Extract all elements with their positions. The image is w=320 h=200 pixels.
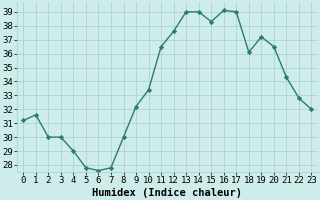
X-axis label: Humidex (Indice chaleur): Humidex (Indice chaleur) xyxy=(92,188,242,198)
